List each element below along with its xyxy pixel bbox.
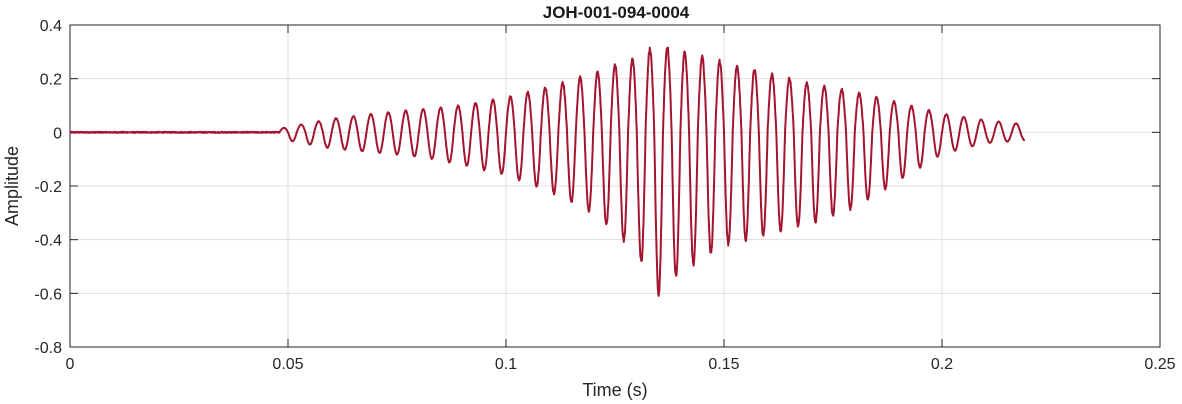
y-axis-label: Amplitude [2,146,22,226]
y-tick-label: 0.2 [40,72,62,89]
x-tick-label: 0.05 [272,356,303,373]
chart-title: JOH-001-094-0004 [543,3,690,22]
grid [69,24,1161,348]
x-tick-label: 0.2 [931,356,953,373]
tick-marks [69,24,1161,348]
y-tick-label: -0.2 [34,179,62,196]
series-line [69,46,1026,297]
y-tick-label: -0.8 [34,340,62,357]
y-tick-labels: -0.8 -0.6 -0.4 -0.2 0 0.2 0.4 [34,18,62,357]
y-tick-label: 0 [53,125,62,142]
x-tick-label: 0.25 [1144,356,1175,373]
y-tick-label: 0.4 [40,18,62,35]
x-tick-label: 0.15 [708,356,739,373]
series-layer [69,46,1026,297]
x-tick-label: 0 [66,356,75,373]
x-tick-labels: 0 0.05 0.1 0.15 0.2 0.25 [66,356,1176,373]
x-tick-label: 0.1 [495,356,517,373]
y-tick-label: -0.4 [34,233,62,250]
y-tick-label: -0.6 [34,286,62,303]
x-axis-label: Time (s) [582,380,647,400]
